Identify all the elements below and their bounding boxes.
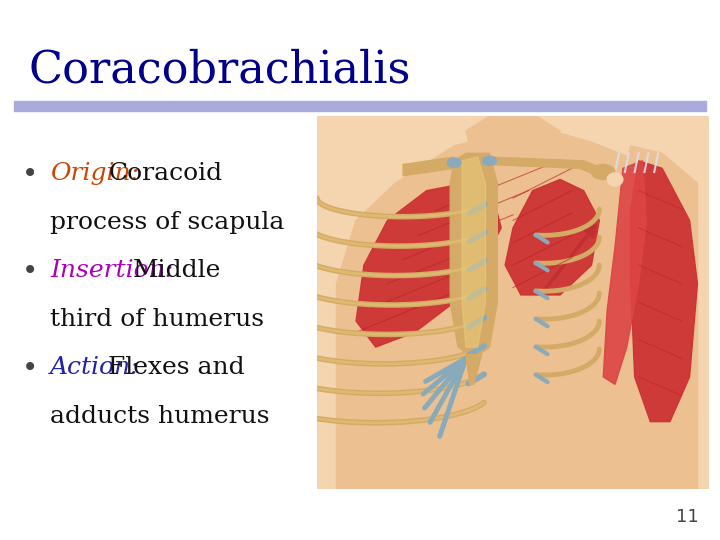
Text: Insertion:: Insertion: — [50, 259, 174, 282]
Text: Flexes and: Flexes and — [109, 356, 245, 380]
Text: Coracoid: Coracoid — [109, 162, 222, 185]
Ellipse shape — [482, 156, 496, 165]
Polygon shape — [631, 161, 698, 422]
Text: Middle: Middle — [133, 259, 222, 282]
Text: Origin:: Origin: — [50, 162, 140, 185]
Ellipse shape — [591, 165, 615, 179]
Text: •: • — [22, 356, 38, 383]
Bar — [14, 101, 706, 111]
Ellipse shape — [607, 173, 623, 186]
Polygon shape — [403, 157, 454, 176]
Polygon shape — [466, 355, 482, 384]
Text: Action:: Action: — [50, 356, 140, 380]
Polygon shape — [505, 179, 599, 295]
Text: •: • — [22, 259, 38, 286]
Text: •: • — [22, 162, 38, 189]
Text: adducts humerus: adducts humerus — [50, 405, 270, 428]
Text: process of scapula: process of scapula — [50, 211, 285, 234]
Polygon shape — [462, 157, 485, 347]
Text: third of humerus: third of humerus — [50, 308, 264, 331]
Text: Coracobrachialis: Coracobrachialis — [29, 49, 411, 92]
Polygon shape — [336, 131, 698, 489]
Polygon shape — [603, 161, 647, 384]
Polygon shape — [450, 153, 498, 359]
Text: 11: 11 — [675, 509, 698, 526]
Polygon shape — [490, 157, 611, 179]
Polygon shape — [615, 146, 698, 433]
Polygon shape — [466, 116, 560, 161]
Ellipse shape — [447, 158, 461, 167]
Polygon shape — [356, 183, 501, 347]
